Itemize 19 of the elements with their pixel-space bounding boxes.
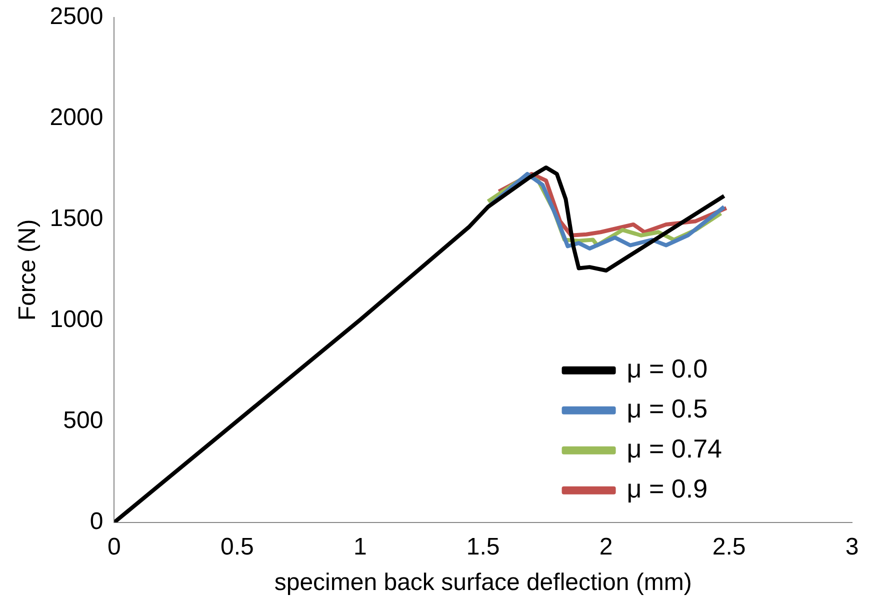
x-axis-title: specimen back surface deflection (mm): [274, 569, 692, 596]
legend-label: μ = 0.5: [626, 394, 708, 424]
x-tick-label: 2: [599, 533, 613, 560]
legend-label: μ = 0.74: [626, 434, 722, 464]
x-tick-label: 0.5: [220, 533, 254, 560]
y-tick-label: 1000: [50, 306, 104, 334]
x-tick-label: 3: [845, 533, 859, 560]
x-tick-label: 0: [108, 533, 121, 560]
y-axis-title: Force (N): [14, 219, 42, 321]
x-tick-label: 2.5: [712, 533, 746, 560]
y-tick-label: 2500: [50, 3, 104, 30]
y-tick-label: 2000: [50, 104, 104, 132]
y-tick-label: 500: [63, 407, 104, 434]
legend-label: μ = 0.9: [626, 474, 708, 504]
x-tick-label: 1.5: [466, 533, 500, 560]
legend-label: μ = 0.0: [626, 354, 708, 384]
y-tick-label: 0: [90, 508, 104, 536]
x-tick-label: 1: [353, 533, 367, 560]
y-tick-label: 1500: [50, 205, 104, 232]
